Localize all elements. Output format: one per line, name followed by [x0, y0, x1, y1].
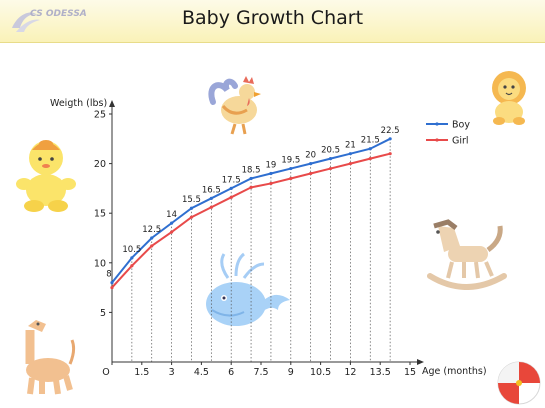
y-axis-arrow: [109, 100, 115, 107]
y-axis-label: Weigth (lbs): [50, 98, 107, 109]
data-point-girl: [289, 176, 293, 181]
x-tick-label: 12: [344, 367, 356, 378]
legend: Boy Girl: [426, 120, 470, 147]
series: 8 10.512.5 14 15.516.517.518.5 19 19.5 20 20.5 2…: [106, 126, 400, 290]
y-tick-label: 15: [94, 209, 106, 220]
data-point-boy: [229, 186, 233, 190]
data-label: 20: [305, 151, 316, 161]
data-label: 21: [345, 141, 356, 151]
x-tick-label: 9: [288, 367, 294, 378]
data-label: 15.5: [182, 195, 201, 205]
lion-icon: [492, 71, 526, 125]
data-point-boy: [269, 171, 273, 176]
data-point-boy: [388, 137, 392, 141]
data-label: 19: [266, 161, 277, 171]
data-point-boy: [368, 147, 372, 151]
company-logo-icon: [12, 12, 40, 32]
data-point-girl: [388, 152, 392, 156]
data-point-boy: [170, 221, 174, 225]
tick-labels: O 1.5 3 4.5 6 7.5 9 10.5 12 13.5 15 5 10 15 20 25: [94, 110, 416, 379]
data-label: 18.5: [242, 165, 261, 175]
data-point-boy: [309, 162, 313, 166]
legend-label-girl: Girl: [452, 136, 469, 147]
y-tick-label: 25: [94, 110, 106, 121]
data-point-girl: [209, 205, 213, 209]
x-tick-label: 7.5: [253, 367, 268, 378]
page-title: Baby Growth Chart: [181, 7, 364, 29]
axes: Weigth (lbs) Age (months): [50, 98, 487, 377]
y-tick-label: 5: [100, 308, 106, 319]
data-point-boy: [249, 176, 253, 181]
drop-lines: [131, 138, 391, 362]
rooster-icon: [208, 76, 261, 135]
data-point-boy: [328, 157, 333, 161]
x-tick-label: 15: [404, 367, 416, 378]
data-label: 20.5: [321, 146, 340, 156]
x-tick-label: 10.5: [310, 367, 331, 378]
x-tick-label: 4.5: [194, 367, 209, 378]
data-point-boy: [209, 196, 213, 200]
rocking-horse-icon: [427, 219, 507, 290]
x-tick-label: 13.5: [370, 367, 391, 378]
data-label: 14: [166, 210, 177, 220]
data-point-girl: [110, 286, 114, 290]
data-label: 21.5: [361, 136, 380, 146]
x-tick-label: O: [102, 367, 109, 378]
data-point-girl: [249, 185, 253, 190]
x-tick-label: 1.5: [134, 367, 149, 378]
data-point-boy: [289, 166, 293, 171]
x-axis-label: Age (months): [422, 366, 487, 377]
legend-marker: [435, 122, 439, 126]
data-point-boy: [189, 206, 194, 210]
x-tick-label: 3: [169, 367, 175, 378]
data-point-boy: [348, 152, 352, 156]
x-tick-label: 6: [228, 367, 234, 378]
company-logo-text: CS ODESSA: [30, 9, 87, 19]
data-point-girl: [269, 181, 273, 186]
data-point-girl: [368, 157, 372, 161]
data-label: 10.5: [122, 245, 141, 255]
legend-label-boy: Boy: [452, 120, 470, 131]
data-point-girl: [229, 195, 233, 199]
x-axis-arrow: [417, 359, 424, 365]
beach-ball-icon: [497, 361, 541, 405]
legend-marker: [435, 138, 439, 142]
data-point-girl: [150, 244, 154, 248]
data-point-boy: [110, 281, 114, 285]
baby-icon: [16, 140, 76, 212]
data-label: 17.5: [222, 175, 241, 185]
y-tick-label: 10: [94, 258, 106, 269]
data-point-girl: [309, 171, 313, 176]
data-point-girl: [130, 264, 134, 268]
data-label: 16.5: [202, 185, 221, 195]
data-label: 8: [106, 270, 111, 280]
data-point-girl: [189, 215, 194, 219]
data-point-girl: [328, 166, 333, 171]
data-point-girl: [170, 230, 174, 234]
data-label: 12.5: [142, 225, 161, 235]
data-label: 19.5: [281, 156, 300, 166]
data-point-girl: [348, 162, 352, 166]
data-point-boy: [130, 256, 134, 260]
header-bar: CS ODESSA Baby Growth Chart: [0, 0, 545, 43]
giraffe-icon: [25, 320, 76, 395]
y-tick-label: 20: [94, 159, 106, 170]
data-label: 22.5: [381, 126, 400, 136]
data-point-boy: [150, 236, 154, 240]
